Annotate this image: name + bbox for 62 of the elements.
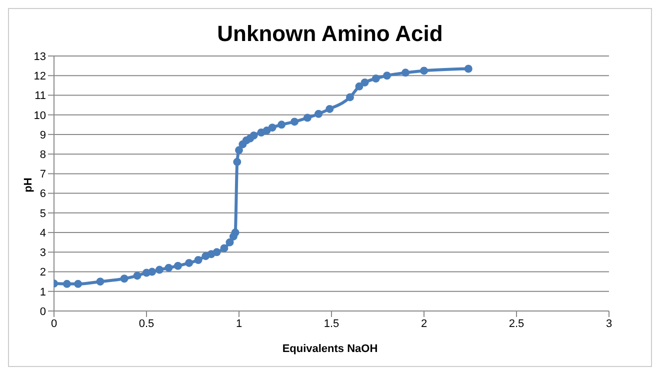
x-tick-label: 2.5 (508, 318, 524, 330)
x-tick-label: 1.5 (324, 318, 340, 330)
y-tick-label: 11 (34, 90, 46, 102)
y-tick-label: 6 (40, 188, 46, 200)
point (212, 248, 221, 256)
point (257, 128, 266, 136)
point (220, 244, 228, 252)
point (372, 74, 380, 83)
point (290, 118, 298, 126)
point (133, 272, 142, 280)
point (464, 64, 472, 73)
point (164, 264, 173, 272)
point (262, 126, 271, 135)
point (420, 66, 428, 75)
x-tick-label: 0 (50, 318, 58, 330)
point (174, 262, 182, 270)
point (346, 93, 354, 102)
y-tick-label: 9 (40, 129, 46, 142)
x-axis-title: Equivalents NaOH (281, 343, 379, 355)
point (226, 238, 234, 246)
y-axis-title: pH (22, 178, 34, 192)
point (278, 120, 286, 129)
point (194, 256, 202, 264)
point (185, 258, 194, 267)
y-tick-label: 1 (40, 286, 46, 298)
y-tick-label: 2 (40, 266, 46, 279)
point (238, 140, 247, 148)
y-tick-label: 8 (40, 148, 46, 161)
y-tick-label: 13 (34, 50, 46, 63)
point (148, 268, 156, 276)
point (235, 146, 243, 154)
point (62, 280, 71, 288)
x-tick-label: 2 (420, 318, 428, 330)
y-tick-label: 5 (40, 208, 46, 220)
x-tick-label: 1 (236, 318, 242, 330)
point (314, 110, 323, 118)
point (250, 131, 258, 140)
point (142, 268, 150, 277)
y-tick-label: 0 (40, 306, 46, 318)
y-tick-label: 7 (40, 168, 46, 181)
point (268, 124, 276, 132)
y-tick-label: 12 (34, 70, 46, 83)
point (303, 114, 312, 122)
point (233, 158, 242, 166)
y-tick-label: 10 (34, 110, 46, 122)
point (360, 78, 369, 86)
y-tick-label: 4 (40, 227, 46, 240)
point (383, 72, 391, 80)
point (74, 280, 82, 288)
point (326, 104, 334, 113)
x-tick-label: 0.5 (138, 318, 154, 330)
point (155, 266, 164, 274)
point (231, 228, 240, 237)
point (402, 68, 410, 77)
point (355, 82, 364, 90)
x-tick-label: 3 (606, 318, 612, 330)
point (207, 250, 216, 258)
chart-title: Unknown Amino Acid (216, 21, 444, 48)
point (96, 278, 104, 286)
point (120, 274, 128, 283)
y-tick-label: 3 (40, 247, 46, 260)
point (202, 252, 210, 260)
